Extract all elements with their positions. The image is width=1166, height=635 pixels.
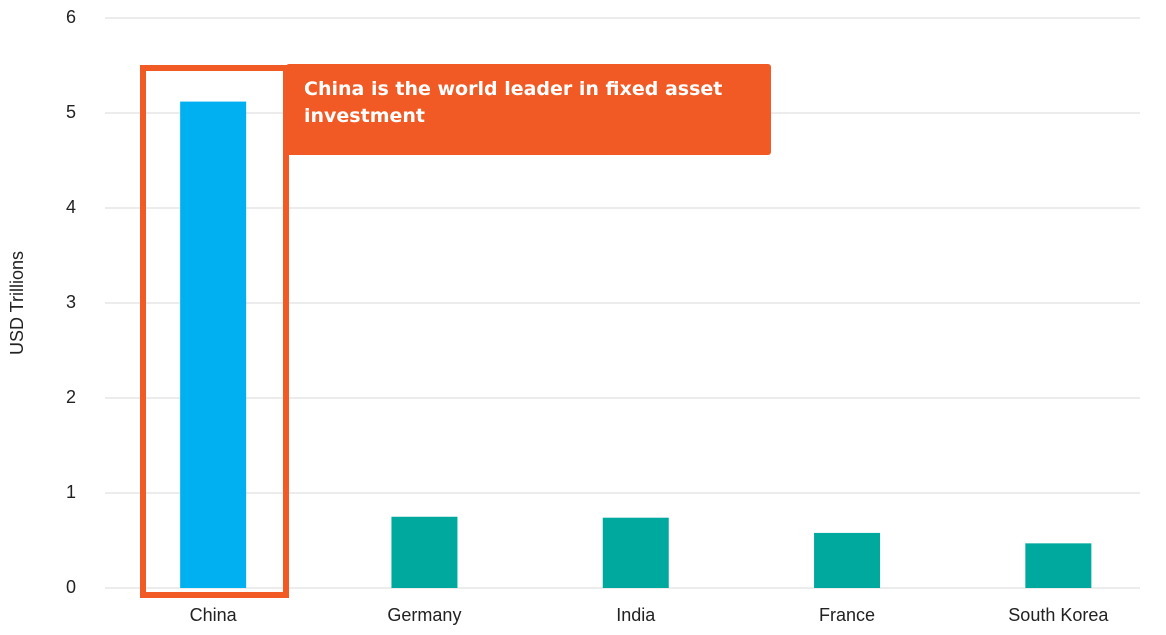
bar: [180, 101, 247, 588]
y-tick-label: 1: [66, 482, 76, 502]
callout: China is the world leader in fixed asset…: [304, 78, 723, 127]
x-tick-label: France: [819, 605, 875, 625]
y-tick-label: 6: [66, 7, 76, 27]
callout-text: China is the world leader in fixed asset…: [304, 78, 723, 127]
bar: [1025, 543, 1092, 588]
bar: [602, 517, 669, 588]
x-tick-label: Germany: [387, 605, 461, 625]
y-axis-label: USD Trillions: [7, 251, 27, 355]
y-tick-label: 4: [66, 197, 76, 217]
x-tick-label: China: [190, 605, 238, 625]
callout-box: [286, 64, 771, 155]
y-tick-label: 3: [66, 292, 76, 312]
bar: [391, 516, 458, 588]
y-tick-label: 2: [66, 387, 76, 407]
bar: [814, 532, 881, 588]
y-tick-label: 5: [66, 102, 76, 122]
x-tick-label: India: [616, 605, 656, 625]
y-tick-label: 0: [66, 577, 76, 597]
highlight-frame: [140, 65, 289, 598]
x-tick-label: South Korea: [1008, 605, 1109, 625]
